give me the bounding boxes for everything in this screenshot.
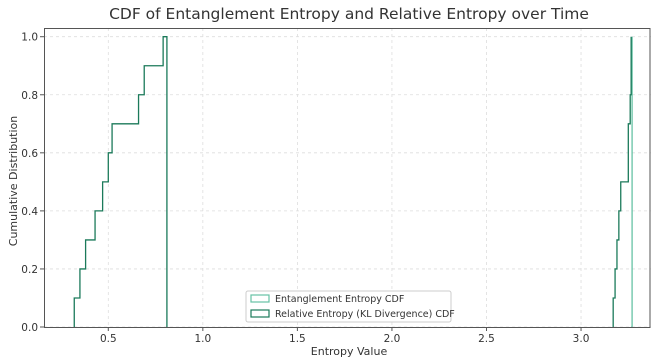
series-relative-cdf-low bbox=[73, 36, 168, 327]
y-axis-label: Cumulative Distribution bbox=[7, 116, 20, 246]
y-tick-label: 0.6 bbox=[21, 148, 38, 160]
y-tick-label: 1.0 bbox=[21, 32, 38, 44]
x-axis-label: Entropy Value bbox=[311, 345, 388, 358]
x-tick-label: 2.0 bbox=[384, 333, 401, 345]
legend-swatch-entanglement bbox=[250, 294, 270, 303]
x-tick-label: 0.5 bbox=[100, 333, 117, 345]
legend-label-entanglement: Entanglement Entropy CDF bbox=[275, 294, 404, 305]
grid bbox=[44, 28, 651, 328]
x-tick-label: 2.5 bbox=[478, 333, 495, 345]
x-tick-label: 3.0 bbox=[573, 333, 590, 345]
legend-swatch-relative bbox=[250, 309, 270, 318]
series-relative-cdf-high bbox=[612, 36, 632, 327]
plot-frame bbox=[44, 28, 651, 328]
axis-ticks: 0.5 1.0 1.5 2.0 2.5 3.0 0.0 0.2 0.4 0.6 0.8 1.0 bbox=[21, 32, 589, 345]
y-tick-label: 0.8 bbox=[21, 90, 38, 102]
y-tick-label: 0.0 bbox=[21, 322, 38, 334]
y-tick-label: 0.4 bbox=[21, 206, 38, 218]
legend: Entanglement Entropy CDF Relative Entrop… bbox=[245, 290, 455, 323]
x-tick-label: 1.5 bbox=[289, 333, 306, 345]
plot-area bbox=[73, 36, 633, 328]
legend-label-relative: Relative Entropy (KL Divergence) CDF bbox=[275, 309, 455, 320]
legend-box bbox=[245, 290, 452, 323]
chart-title: CDF of Entanglement Entropy and Relative… bbox=[109, 5, 589, 23]
y-tick-label: 0.2 bbox=[21, 264, 38, 276]
x-tick-label: 1.0 bbox=[194, 333, 211, 345]
